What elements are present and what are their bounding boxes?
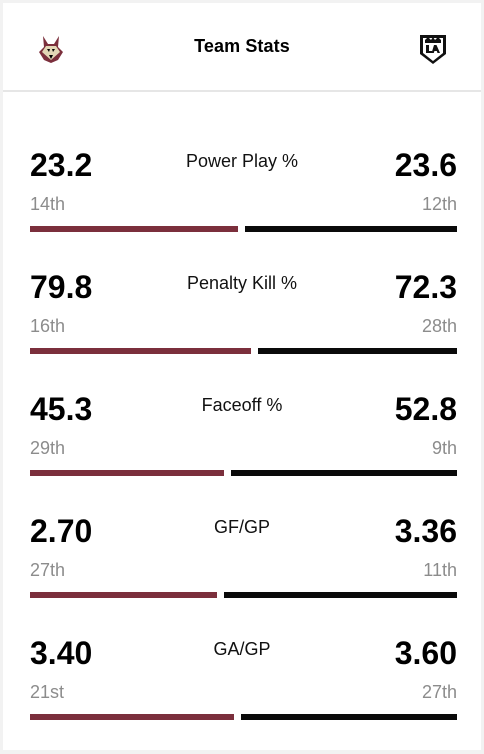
kings-logo-icon [420, 35, 446, 64]
away-bar [241, 714, 457, 720]
away-value: 23.6 [394, 147, 457, 183]
home-bar [30, 714, 234, 720]
away-value: 3.36 [394, 513, 457, 549]
away-rank: 27th [421, 682, 457, 702]
home-rank: 29th [30, 438, 66, 458]
stat-row: 23.2 Power Play % 23.6 14th 12th [3, 145, 481, 245]
home-value: 3.40 [30, 635, 93, 671]
away-value: 3.60 [394, 635, 457, 671]
home-bar [30, 348, 251, 354]
card-header: Team Stats [3, 3, 481, 92]
away-bar [224, 592, 457, 598]
away-rank: 9th [431, 438, 457, 458]
stat-row: 3.40 GA/GP 3.60 21st 27th [3, 633, 481, 733]
away-value: 72.3 [394, 269, 457, 305]
stat-label: Penalty Kill % [186, 273, 298, 293]
home-rank: 14th [30, 194, 66, 214]
home-bar [30, 592, 217, 598]
stat-label: Power Play % [185, 151, 299, 171]
home-value: 79.8 [30, 269, 93, 305]
home-rank: 16th [30, 316, 66, 336]
stat-label: GF/GP [213, 517, 270, 537]
home-rank: 21st [30, 682, 65, 702]
away-bar [258, 348, 457, 354]
away-value: 52.8 [394, 391, 457, 427]
stat-row: 45.3 Faceoff % 52.8 29th 9th [3, 389, 481, 489]
home-value: 45.3 [30, 391, 93, 427]
stat-row: 79.8 Penalty Kill % 72.3 16th 28th [3, 267, 481, 367]
away-rank: 28th [421, 316, 457, 336]
coyotes-logo-icon [39, 36, 63, 63]
home-rank: 27th [30, 560, 66, 580]
stat-label: Faceoff % [201, 395, 283, 415]
home-bar [30, 226, 238, 232]
stat-label: GA/GP [213, 639, 271, 659]
away-rank: 11th [423, 560, 457, 580]
home-value: 23.2 [30, 147, 93, 183]
team-stats-card: Team Stats 23.2 Power Play % 23.6 14th 12th 7… [3, 3, 481, 750]
away-rank: 12th [421, 194, 457, 214]
home-value: 2.70 [30, 513, 93, 549]
away-bar [245, 226, 457, 232]
home-bar [30, 470, 224, 476]
away-bar [231, 470, 457, 476]
page-title: Team Stats [194, 36, 290, 56]
stat-row: 2.70 GF/GP 3.36 27th 11th [3, 511, 481, 611]
